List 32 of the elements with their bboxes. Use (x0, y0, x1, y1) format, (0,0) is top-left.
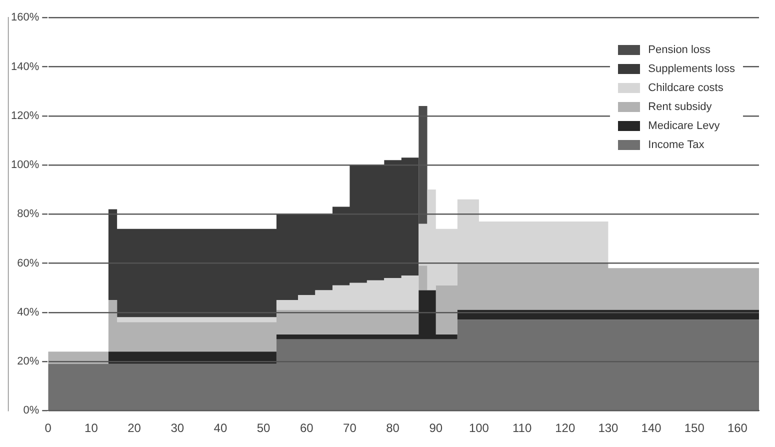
x-tick-label: 100 (468, 421, 490, 436)
x-tick-label: 50 (256, 421, 271, 436)
x-tick-label: 160 (727, 421, 748, 436)
x-tick-label: 80 (386, 421, 400, 436)
y-tick-label: 0% (23, 404, 40, 417)
y-tick-label: 40% (17, 306, 40, 318)
y-tick-label: 20% (17, 356, 40, 368)
x-tick-label: 60 (300, 421, 314, 436)
x-tick-label: 30 (170, 421, 184, 436)
x-tick-label: 10 (84, 421, 98, 436)
x-tick-label: 110 (512, 421, 532, 436)
x-tick-label: 90 (429, 421, 443, 436)
x-tick-label: 0 (44, 421, 52, 436)
x-tick-label: 140 (641, 421, 662, 436)
legend-label: Pension loss (648, 44, 711, 56)
x-tick-label: 120 (555, 421, 576, 436)
x-tick-label: 130 (598, 421, 619, 436)
y-tick-label: 140% (10, 60, 40, 73)
x-tick-label: 150 (684, 421, 705, 436)
y-tick-label: 60% (17, 257, 40, 270)
legend-label: Childcare costs (648, 82, 724, 94)
y-tick-label: 80% (17, 208, 40, 220)
x-tick-label: 70 (343, 421, 357, 436)
legend-label: Income Tax (648, 138, 704, 150)
y-tick-label: 160% (10, 12, 40, 24)
y-tick-label: 120% (10, 110, 40, 122)
x-tick-label: 40 (214, 421, 228, 436)
x-tick-label: 20 (128, 421, 142, 436)
legend-label: Medicare Levy (648, 120, 720, 132)
legend-label: Rent subsidy (648, 100, 712, 112)
y-tick-label: 100% (10, 159, 40, 172)
legend-label: Supplements loss (648, 62, 735, 74)
